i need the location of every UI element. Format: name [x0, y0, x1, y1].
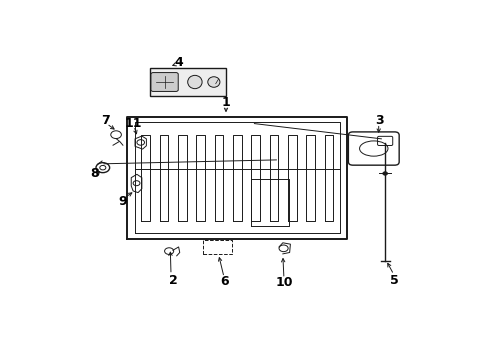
- Text: 3: 3: [374, 114, 383, 127]
- Circle shape: [382, 172, 386, 175]
- FancyBboxPatch shape: [150, 68, 225, 96]
- Text: 5: 5: [389, 274, 398, 287]
- Text: 1: 1: [221, 96, 230, 109]
- Text: 10: 10: [275, 276, 293, 289]
- Text: 2: 2: [168, 274, 177, 287]
- FancyBboxPatch shape: [151, 73, 178, 91]
- Text: 9: 9: [118, 195, 126, 208]
- Text: 6: 6: [219, 275, 228, 288]
- Ellipse shape: [187, 75, 202, 89]
- Text: 7: 7: [102, 114, 110, 127]
- Text: 4: 4: [174, 56, 183, 69]
- Text: 11: 11: [124, 117, 142, 130]
- Text: 8: 8: [90, 167, 99, 180]
- Ellipse shape: [207, 77, 220, 87]
